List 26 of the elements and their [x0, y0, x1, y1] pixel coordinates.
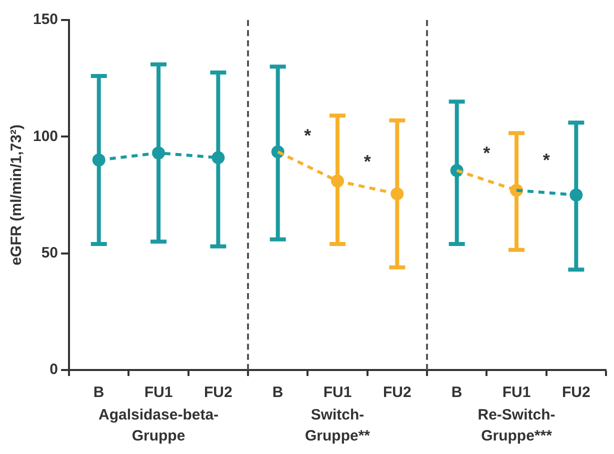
x-tick-label: FU1 — [144, 384, 173, 402]
point — [390, 187, 404, 200]
y-tick-label: 150 — [32, 11, 58, 28]
point — [152, 146, 166, 160]
y-tick-label: 50 — [41, 244, 58, 262]
y-tick-label: 0 — [50, 361, 58, 378]
y-axis-title: eGFR (ml/min/1,73²) — [8, 124, 26, 266]
text: Agalsidase-beta- Gruppe — [98, 406, 219, 445]
x-tick-label: B — [451, 384, 462, 402]
x-tick-label: FU1 — [323, 384, 352, 402]
annotation: * — [542, 150, 550, 170]
x-tick-label: FU2 — [204, 384, 232, 402]
annotation: * — [304, 126, 312, 146]
x-tick-label: FU2 — [383, 384, 412, 402]
text: Re-Switch- Gruppe*** — [478, 406, 556, 445]
text: Switch- Gruppe** — [305, 406, 370, 445]
annotation: * — [364, 151, 371, 172]
x-tick-label: B — [93, 384, 104, 402]
annotation: * — [483, 143, 490, 164]
x-tick-label: FU1 — [502, 384, 531, 402]
y-tick-label: 100 — [32, 128, 58, 145]
x-tick-label: B — [272, 384, 284, 402]
point — [92, 154, 106, 166]
point — [570, 188, 583, 202]
x-tick-label: FU2 — [562, 384, 590, 402]
point — [212, 151, 225, 164]
